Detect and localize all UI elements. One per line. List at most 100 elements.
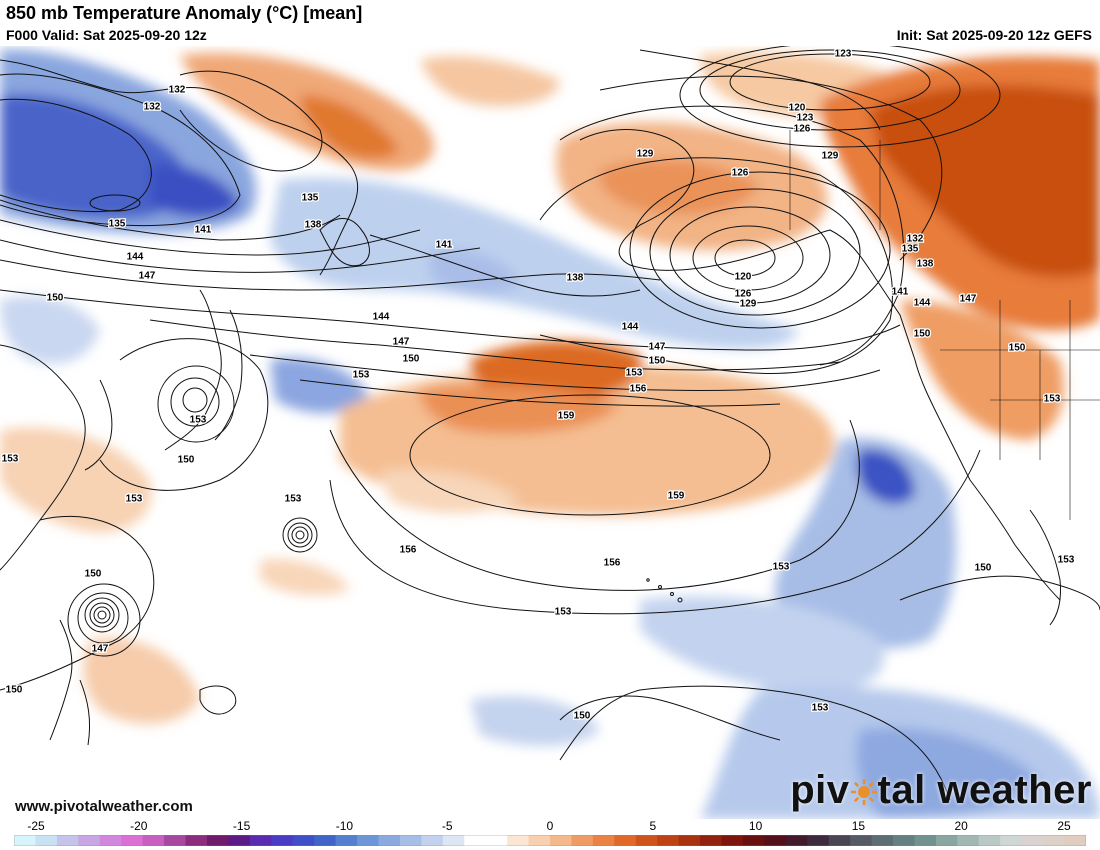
colorbar-swatch: [442, 835, 465, 846]
contour-label: 156: [604, 558, 621, 569]
colorbar-swatch: [314, 835, 337, 846]
contour-label: 153: [1058, 555, 1075, 566]
valid-time-label: F000 Valid: Sat 2025-09-20 12z: [6, 27, 207, 43]
contour-label: 147: [960, 294, 977, 305]
colorbar-swatch: [485, 835, 508, 846]
colorbar-swatch: [271, 835, 294, 846]
colorbar-tick-label: -15: [232, 819, 251, 833]
colorbar-swatch: [35, 835, 58, 846]
colorbar-swatch: [185, 835, 208, 846]
contour-label: 153: [773, 562, 790, 573]
contour-label: 144: [914, 298, 931, 309]
contour-label: 123: [835, 49, 852, 60]
contour-label: 150: [178, 455, 195, 466]
colorbar-swatch: [721, 835, 744, 846]
contour-label: 150: [914, 329, 931, 340]
contour-label: 150: [975, 563, 992, 574]
contour-label: 150: [649, 356, 666, 367]
colorbar-swatch: [592, 835, 615, 846]
logo-text-left: piv: [790, 768, 850, 812]
contour-label: 132: [144, 102, 161, 113]
colorbar: [14, 835, 1086, 846]
contour-label: 126: [794, 124, 811, 135]
contour-label: 150: [47, 293, 64, 304]
colorbar-tick-label: 10: [748, 819, 763, 833]
colorbar-tick-label: -20: [130, 819, 148, 833]
colorbar-swatch: [1043, 835, 1066, 846]
colorbar-swatch: [378, 835, 401, 846]
logo-text-right: tal weather: [877, 768, 1092, 812]
contour-label: 153: [285, 494, 302, 505]
colorbar-swatch: [828, 835, 851, 846]
contour-label: 153: [555, 607, 572, 618]
contour-label: 147: [92, 644, 109, 655]
colorbar-tick-label: 25: [1057, 819, 1071, 833]
colorbar-swatch: [978, 835, 1001, 846]
contour-label: 153: [1044, 394, 1061, 405]
contour-label: 132: [169, 85, 186, 96]
colorbar-swatch: [164, 835, 187, 846]
contour-label: 147: [393, 337, 410, 348]
contour-label: 153: [2, 454, 19, 465]
contour-label: 129: [637, 149, 654, 160]
contour-label: 153: [626, 368, 643, 379]
geopotential-height-contours: [0, 46, 1100, 801]
colorbar-swatch: [206, 835, 229, 846]
colorbar-swatch: [249, 835, 272, 846]
contour-label: 153: [126, 494, 143, 505]
contour-label: 141: [195, 225, 212, 236]
init-time-label: Init: Sat 2025-09-20 12z GEFS: [896, 27, 1092, 43]
colorbar-swatch: [871, 835, 894, 846]
sun-icon: [850, 779, 877, 805]
contour-label: 129: [822, 151, 839, 162]
contour-label: 135: [109, 219, 126, 230]
contour-label: 147: [649, 342, 666, 353]
colorbar-swatch: [850, 835, 873, 846]
colorbar-swatch: [957, 835, 980, 846]
contour-label: 132: [907, 234, 924, 245]
contour-label: 126: [735, 289, 752, 300]
contour-label: 120: [789, 103, 806, 114]
contour-label: 159: [668, 491, 685, 502]
colorbar-swatch: [635, 835, 658, 846]
contour-label: 135: [302, 193, 319, 204]
map-header: 850 mb Temperature Anomaly (°C) [mean] F…: [0, 0, 1100, 46]
contour-label: 135: [902, 244, 919, 255]
colorbar-tick-label: 0: [546, 819, 554, 833]
colorbar-swatch: [742, 835, 765, 846]
contour-label: 126: [732, 168, 749, 179]
colorbar-tick-label: -25: [27, 819, 45, 833]
colorbar-tick-label: -5: [441, 819, 453, 833]
colorbar-swatch: [121, 835, 144, 846]
colorbar-swatch: [550, 835, 573, 846]
contour-label: 141: [436, 240, 453, 251]
colorbar-swatch: [292, 835, 315, 846]
contour-label: 150: [85, 569, 102, 580]
contour-label: 138: [917, 259, 934, 270]
contour-label: 153: [812, 703, 829, 714]
colorbar-swatch: [99, 835, 122, 846]
contour-label: 144: [373, 312, 390, 323]
colorbar-swatch: [914, 835, 937, 846]
colorbar-swatch: [357, 835, 380, 846]
colorbar-swatch: [464, 835, 487, 846]
colorbar-swatch: [142, 835, 165, 846]
colorbar-swatch: [935, 835, 958, 846]
colorbar-swatch: [571, 835, 594, 846]
colorbar-swatch: [614, 835, 637, 846]
colorbar-labels: -25 -20 -15 -10 -5 0 5 10 15 20 25: [0, 819, 1100, 835]
temperature-anomaly-fill: [0, 49, 1100, 819]
contour-label: 141: [892, 287, 909, 298]
colorbar-swatch: [678, 835, 701, 846]
contour-label: 150: [403, 354, 420, 365]
colorbar-swatch: [228, 835, 251, 846]
contour-label: 129: [740, 299, 757, 310]
contour-label: 138: [305, 220, 322, 231]
colorbar-swatch: [1021, 835, 1044, 846]
contour-label: 159: [558, 411, 575, 422]
contour-label: 150: [6, 685, 23, 696]
contour-label: 123: [797, 113, 814, 124]
contour-label: 144: [127, 252, 144, 263]
colorbar-swatch: [764, 835, 787, 846]
